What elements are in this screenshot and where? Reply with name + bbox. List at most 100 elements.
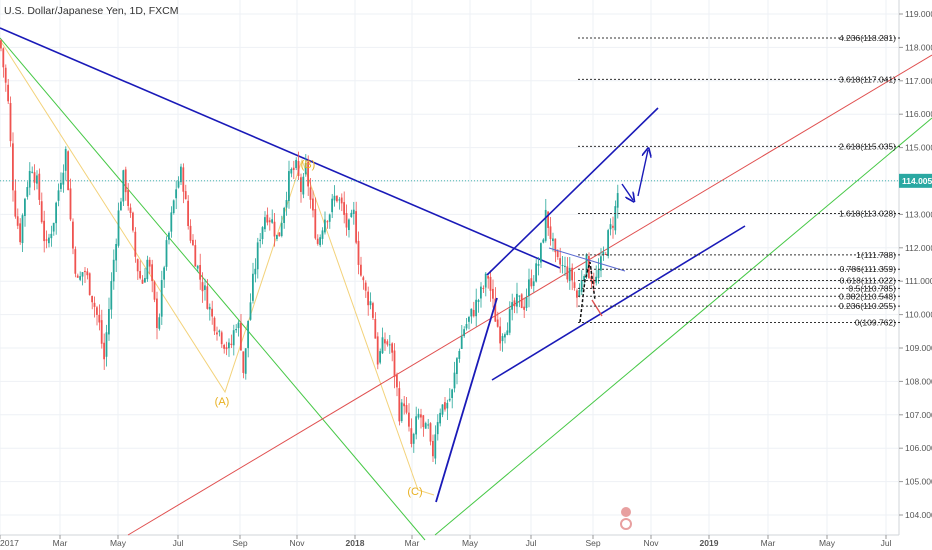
candle-body xyxy=(36,175,38,184)
candle-body xyxy=(566,266,569,280)
candle-body xyxy=(115,244,117,261)
candle-body xyxy=(355,211,357,243)
projection-arrow-down xyxy=(621,183,633,200)
candle-body xyxy=(590,276,593,282)
candle-body xyxy=(254,268,257,275)
candle-body xyxy=(0,40,2,49)
candle-body xyxy=(153,281,156,300)
candle-body xyxy=(16,216,19,226)
fib-level-label: 1(111.788) xyxy=(856,250,896,260)
candle-body xyxy=(372,303,374,318)
candle-body xyxy=(607,230,609,256)
candle-body xyxy=(513,300,516,307)
candle-body xyxy=(420,414,422,418)
candle-body xyxy=(616,193,619,208)
candle-body xyxy=(499,326,501,344)
candle-body xyxy=(96,307,98,315)
candle-body xyxy=(136,259,139,272)
candle-body xyxy=(211,308,213,317)
candle-body xyxy=(9,103,12,142)
candle-body xyxy=(184,191,187,200)
candle-body xyxy=(504,334,506,338)
candle-body xyxy=(247,320,249,349)
candle-body xyxy=(280,222,283,236)
candle-body xyxy=(494,298,497,322)
candle-body xyxy=(134,231,137,257)
candle-body xyxy=(468,316,470,322)
candle-body xyxy=(309,187,312,200)
candle-body xyxy=(237,322,240,329)
candle-body xyxy=(288,171,290,201)
price-tick-label: 115.000 xyxy=(905,143,932,153)
candle-body xyxy=(223,344,225,349)
candle-body xyxy=(295,159,297,169)
candle-body xyxy=(28,170,31,188)
candle-body xyxy=(573,282,576,288)
time-tick-label: May xyxy=(819,538,836,548)
candle-body xyxy=(204,285,206,290)
candle-body xyxy=(57,190,60,201)
candle-body xyxy=(410,428,413,444)
candle-body xyxy=(386,341,389,345)
time-tick-label: Mar xyxy=(405,538,420,548)
candle-body xyxy=(225,347,228,350)
candle-body xyxy=(314,209,317,239)
candle-body xyxy=(302,176,305,195)
candle-body xyxy=(108,309,110,335)
candle-body xyxy=(525,297,528,308)
candle-body xyxy=(328,214,331,222)
price-tick-label: 108.000 xyxy=(905,376,932,386)
candle-body xyxy=(609,224,612,230)
blue-channel-lower xyxy=(491,225,746,381)
candle-body xyxy=(408,412,410,427)
candle-body xyxy=(112,259,115,282)
candle-body xyxy=(549,226,552,240)
candle-body xyxy=(458,350,461,359)
candle-body xyxy=(52,222,55,232)
author-badge-ring xyxy=(620,518,632,530)
candle-body xyxy=(220,332,223,345)
candle-body xyxy=(424,423,427,429)
candle-body xyxy=(14,190,17,217)
candle-body xyxy=(362,277,365,281)
candle-body xyxy=(266,214,269,223)
candle-body xyxy=(105,332,108,357)
candle-body xyxy=(501,336,504,342)
candle-body xyxy=(348,219,350,231)
candle-body xyxy=(206,286,209,309)
candle-body xyxy=(343,202,345,215)
price-tick-label: 112.000 xyxy=(905,243,932,253)
candle-body xyxy=(554,238,557,253)
candle-body xyxy=(232,330,235,346)
candle-body xyxy=(516,293,518,307)
fib-level-label: 0.5(110.785) xyxy=(848,283,896,293)
candle-body xyxy=(511,302,513,310)
candle-body xyxy=(434,434,437,459)
candle-body xyxy=(506,330,509,335)
candle-body xyxy=(357,240,360,265)
last-price-tag-text: 114.005 xyxy=(902,176,932,186)
candle-body xyxy=(451,389,453,398)
candle-body xyxy=(576,290,578,298)
candle-body xyxy=(595,276,597,283)
candle-body xyxy=(331,198,333,213)
red-correction-line xyxy=(591,299,603,317)
candle-body xyxy=(571,267,573,281)
candle-body xyxy=(151,264,153,282)
fib-level-label: 0.786(111.359) xyxy=(840,264,897,274)
price-tick-label: 113.000 xyxy=(905,209,932,219)
candle-body xyxy=(120,201,122,211)
candle-body xyxy=(261,227,264,240)
candle-body xyxy=(532,281,535,286)
green-ascending-trendline xyxy=(434,117,932,536)
candle-body xyxy=(324,219,326,233)
candle-body xyxy=(26,187,29,197)
candle-body xyxy=(480,286,482,299)
candle-body xyxy=(379,351,381,363)
candle-body xyxy=(415,416,417,435)
projection-arrow-up xyxy=(637,150,648,197)
candle-body xyxy=(50,233,53,239)
time-tick-label: 2018 xyxy=(346,538,365,548)
